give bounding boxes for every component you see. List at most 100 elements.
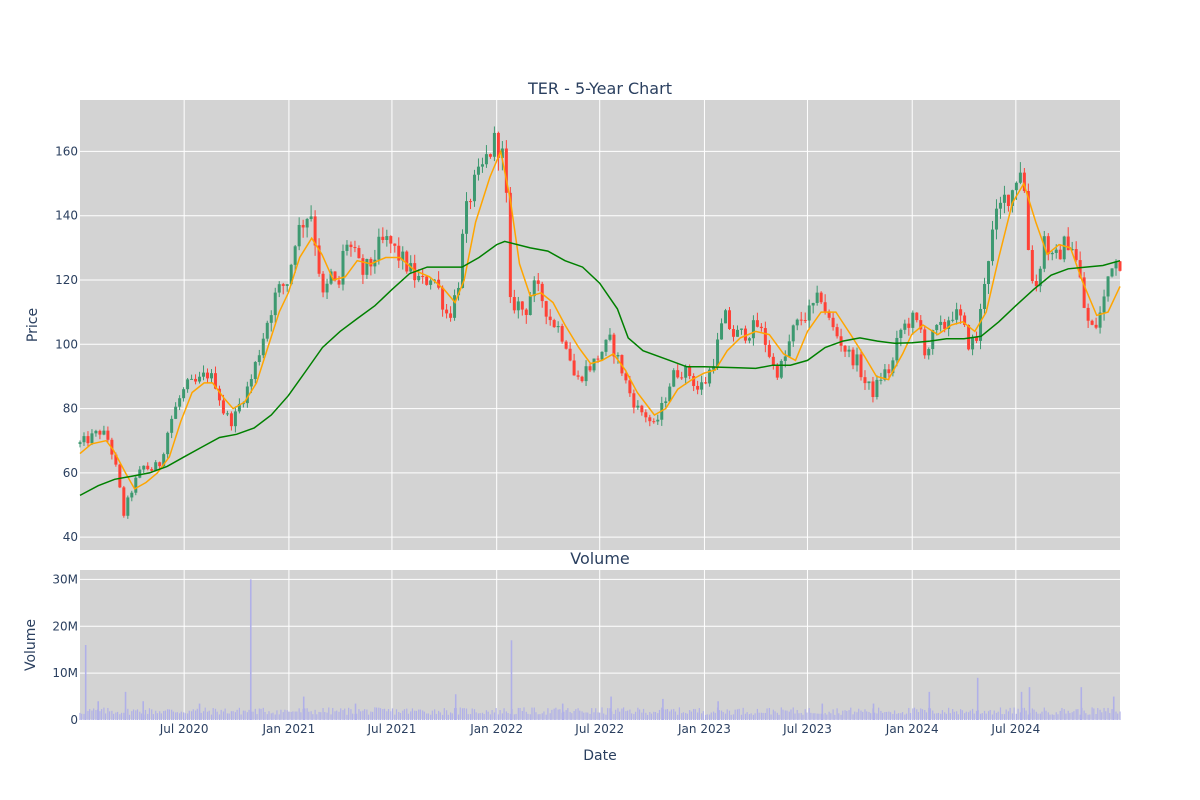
candle-up xyxy=(724,310,728,324)
volume-bar xyxy=(758,712,760,720)
volume-bar xyxy=(364,709,366,720)
candle-up xyxy=(1102,296,1106,313)
volume-bar xyxy=(523,707,525,720)
volume-bar xyxy=(886,711,888,720)
candle-up xyxy=(225,413,229,415)
volume-bar xyxy=(649,712,651,720)
candle-up xyxy=(457,287,461,296)
volume-bar xyxy=(864,709,866,720)
candle-down xyxy=(803,320,807,322)
candle-down xyxy=(763,328,767,345)
volume-bar xyxy=(382,709,384,720)
candle-up xyxy=(911,312,915,328)
volume-bar xyxy=(103,707,105,720)
candle-up xyxy=(102,430,106,435)
candle-down xyxy=(628,380,632,394)
volume-bar xyxy=(1071,712,1073,720)
volume-bar xyxy=(258,708,260,720)
volume-bar xyxy=(924,709,926,720)
candle-up xyxy=(955,309,959,320)
volume-bar xyxy=(607,708,609,720)
volume-bar xyxy=(395,709,398,720)
volume-bar xyxy=(451,713,453,720)
candle-down xyxy=(612,334,616,357)
volume-bar xyxy=(782,709,784,720)
volume-bar xyxy=(932,710,934,720)
volume-bar xyxy=(248,709,250,720)
volume-bar xyxy=(868,711,870,720)
candle-up xyxy=(500,148,504,158)
volume-bar xyxy=(983,710,986,720)
candle-up xyxy=(90,433,94,444)
volume-bar xyxy=(1033,709,1035,720)
volume-bar xyxy=(246,712,248,720)
volume-bar xyxy=(276,710,278,720)
volume-bar xyxy=(467,714,469,720)
price-y-axis-title: Price xyxy=(25,308,41,342)
volume-bar xyxy=(637,707,639,720)
volume-bar xyxy=(272,712,274,720)
volume-bar xyxy=(132,709,135,720)
candle-down xyxy=(445,309,449,314)
volume-bar xyxy=(1109,713,1111,720)
candle-up xyxy=(245,386,249,404)
volume-bar xyxy=(599,712,601,720)
candle-down xyxy=(728,310,732,330)
candle-up xyxy=(265,322,269,339)
volume-bar xyxy=(525,711,527,720)
candle-up xyxy=(1110,268,1114,277)
volume-bar xyxy=(661,707,663,720)
volume-bar xyxy=(340,708,342,720)
candle-up xyxy=(875,379,879,398)
volume-bar xyxy=(206,711,209,720)
volume-bar xyxy=(1073,711,1075,720)
volume-bar xyxy=(449,712,452,720)
volume-bar xyxy=(463,708,465,720)
volume-bar xyxy=(160,713,163,720)
volume-bar xyxy=(595,708,597,720)
volume-bar xyxy=(766,708,768,720)
candle-up xyxy=(472,174,476,202)
volume-bar xyxy=(1019,712,1021,720)
volume-bar xyxy=(712,711,715,720)
volume-bar xyxy=(179,713,181,720)
candle-up xyxy=(735,329,739,337)
volume-bar xyxy=(230,711,233,720)
candle-up xyxy=(237,403,241,412)
volume-spike-bar xyxy=(510,640,513,720)
candle-up xyxy=(373,259,377,267)
volume-spike-bar xyxy=(1080,687,1083,720)
volume-bar xyxy=(1063,709,1065,720)
candle-up xyxy=(174,406,178,419)
volume-bar xyxy=(519,707,521,720)
volume-bar xyxy=(503,708,505,720)
volume-bar xyxy=(469,714,472,720)
volume-bar xyxy=(228,713,230,720)
volume-bar xyxy=(442,714,444,720)
volume-bar xyxy=(415,710,418,720)
candle-up xyxy=(261,338,265,356)
volume-bar xyxy=(792,707,794,720)
volume-bar xyxy=(916,709,918,720)
candle-up xyxy=(257,355,261,363)
candle-up xyxy=(417,275,421,281)
candle-up xyxy=(305,219,309,228)
volume-bar xyxy=(260,708,262,720)
volume-bar xyxy=(828,711,830,720)
candle-down xyxy=(333,271,337,281)
candle-up xyxy=(811,302,815,306)
volume-bar xyxy=(509,713,511,720)
volume-bar xyxy=(834,714,836,720)
candle-up xyxy=(935,324,939,331)
volume-bar xyxy=(541,713,543,720)
volume-bar xyxy=(842,710,844,720)
candle-up xyxy=(668,386,672,402)
volume-bar xyxy=(194,710,197,720)
volume-bar xyxy=(846,710,848,720)
volume-bar xyxy=(694,709,696,720)
volume-bar xyxy=(481,712,484,720)
volume-spike-bar xyxy=(354,703,357,720)
candle-up xyxy=(855,354,859,366)
candle-down xyxy=(221,400,225,414)
volume-bar xyxy=(89,708,91,720)
